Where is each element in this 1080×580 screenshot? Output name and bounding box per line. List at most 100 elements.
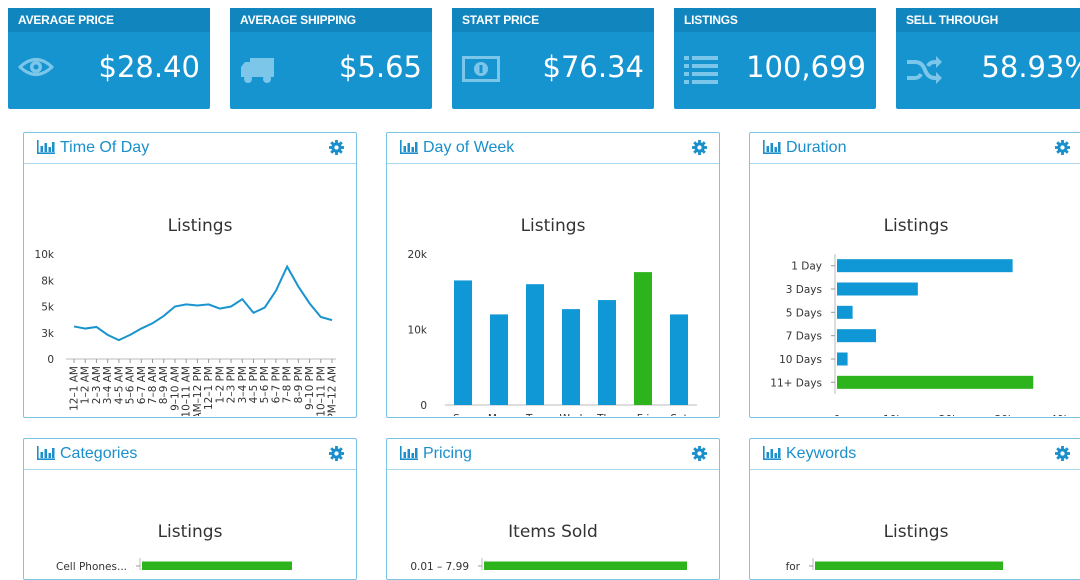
bar (837, 305, 853, 319)
day-of-week-chart: Listings 0 10k 20k Sun Mon Tue Wed Thu Fri Sat (408, 216, 697, 416)
stat-label: SELL THROUGH (896, 8, 1080, 32)
x-tick-label: 6–7 PM (270, 366, 282, 403)
y-tick-label: 0.01 – 7.99 (410, 561, 469, 570)
panel-title: Pricing (423, 445, 472, 462)
y-tick-label: 0 (420, 400, 427, 412)
y-tick-label: 3 Days (786, 284, 822, 296)
x-tick-label: 20k (939, 414, 959, 416)
x-tick-label: 4–5 AM (113, 366, 125, 404)
series-line (73, 264, 333, 342)
bar-chart-icon (37, 446, 55, 465)
x-tick-label: Tue (525, 413, 544, 416)
bar (837, 375, 1034, 389)
truck-icon (240, 56, 276, 89)
pricing-chart: Items Sold 0.01 – 7.99 (410, 522, 687, 570)
stat-value: 58.93% (981, 50, 1080, 84)
x-tick-label: 10–11 AM (181, 366, 193, 416)
gear-icon[interactable] (329, 140, 344, 160)
x-tick-label: 8–9 AM (158, 366, 170, 404)
bar (526, 284, 544, 405)
stat-card-listings: LISTINGS 100,699 (674, 8, 876, 109)
bar (837, 259, 1013, 273)
panel-duration: Duration Listings 1 Day 3 Days 5 Days 7 Days… (749, 132, 1080, 418)
stat-label: START PRICE (452, 8, 654, 32)
stat-card-average-shipping: AVERAGE SHIPPING $5.65 (230, 8, 432, 109)
y-tick-label: 5 Days (786, 307, 822, 319)
panel-keywords: Keywords Listingsforcase (749, 438, 1080, 580)
gear-icon[interactable] (1055, 446, 1070, 466)
bar (454, 280, 472, 405)
bar (837, 329, 877, 343)
gear-icon[interactable] (1055, 140, 1070, 160)
stat-value: $76.34 (542, 50, 644, 84)
x-tick-label: 2–3 AM (91, 366, 103, 404)
x-tick-label: 10–11 PM (315, 366, 327, 416)
x-tick-label: Sun (453, 413, 473, 416)
bar (490, 314, 508, 405)
x-tick-label: 8–9 PM (293, 366, 305, 403)
panel-header: Duration (750, 133, 1080, 164)
bar (634, 272, 652, 405)
x-tick-label: 9–10 PM (304, 366, 316, 410)
bar (670, 314, 688, 405)
x-tick-label: 3–4 PM (237, 366, 249, 403)
stat-value: 100,699 (746, 50, 866, 84)
stat-label: AVERAGE SHIPPING (230, 8, 432, 32)
eye-icon (17, 56, 55, 83)
bar-chart-icon (763, 140, 781, 159)
x-tick-label: 30k (995, 414, 1015, 416)
x-tick-label: 2–3 PM (226, 366, 238, 403)
panel-pricing: Pricing Items Sold 0.01 – 7.99 (386, 438, 720, 580)
y-tick-label: 7 Days (786, 331, 822, 343)
shuffle-icon (906, 56, 942, 89)
x-tick-label: Mon (488, 413, 510, 416)
panel-header: Categories (24, 439, 356, 470)
y-tick-label: for (786, 561, 801, 570)
panel-header: Day of Week (387, 133, 719, 164)
y-tick-label: 8k (41, 275, 55, 287)
bar-chart-icon (400, 140, 418, 159)
x-tick-label: 11 AM–12 PM (192, 366, 204, 416)
bar (598, 300, 616, 405)
panel-header: Time Of Day (24, 133, 356, 164)
y-tick-label: 10k (408, 325, 428, 337)
x-tick-label: 40k (1050, 414, 1070, 416)
panel-title: Keywords (786, 445, 857, 462)
x-tick-label: 6–7 AM (136, 366, 148, 404)
bar (815, 561, 1003, 570)
chart-title: Listings (168, 216, 233, 236)
gear-icon[interactable] (329, 446, 344, 466)
x-tick-label: Wed (560, 413, 583, 416)
stat-value: $5.65 (338, 50, 422, 84)
panel-title: Day of Week (423, 139, 515, 156)
bar (484, 561, 687, 570)
duration-chart: Listings 1 Day 3 Days 5 Days 7 Days 10 Days 11… (770, 216, 1070, 416)
y-tick-label: 3k (41, 328, 55, 340)
stat-card-average-price: AVERAGE PRICE $28.40 (8, 8, 210, 109)
gear-icon[interactable] (692, 140, 707, 160)
x-tick-label: 7–8 PM (282, 366, 294, 403)
x-tick-label: 5–6 AM (125, 366, 137, 404)
chart-title: Listings (884, 216, 949, 236)
money-icon (462, 56, 500, 87)
x-tick-label: 0 (834, 414, 841, 416)
stat-card-sell-through: SELL THROUGH 58.93% (896, 8, 1080, 109)
y-tick-label: 0 (47, 354, 54, 366)
x-tick-label: 1–2 PM (214, 366, 226, 403)
y-tick-label: 1 Day (791, 261, 822, 273)
x-tick-label: 10k (883, 414, 903, 416)
x-tick-label: 3–4 AM (102, 366, 114, 404)
x-tick-label: 11 PM–12 AM (327, 366, 339, 416)
gear-icon[interactable] (692, 446, 707, 466)
keywords-chart: Listingsforcase (786, 522, 1003, 570)
y-tick-label: 10k (35, 249, 55, 261)
x-tick-label: 12–1 PM (203, 366, 215, 410)
x-tick-label: Sat (670, 413, 687, 416)
chart-title: Listings (521, 216, 586, 236)
panel-header: Keywords (750, 439, 1080, 470)
y-tick-label: Cell Phones... (56, 561, 127, 570)
bar (562, 309, 580, 405)
